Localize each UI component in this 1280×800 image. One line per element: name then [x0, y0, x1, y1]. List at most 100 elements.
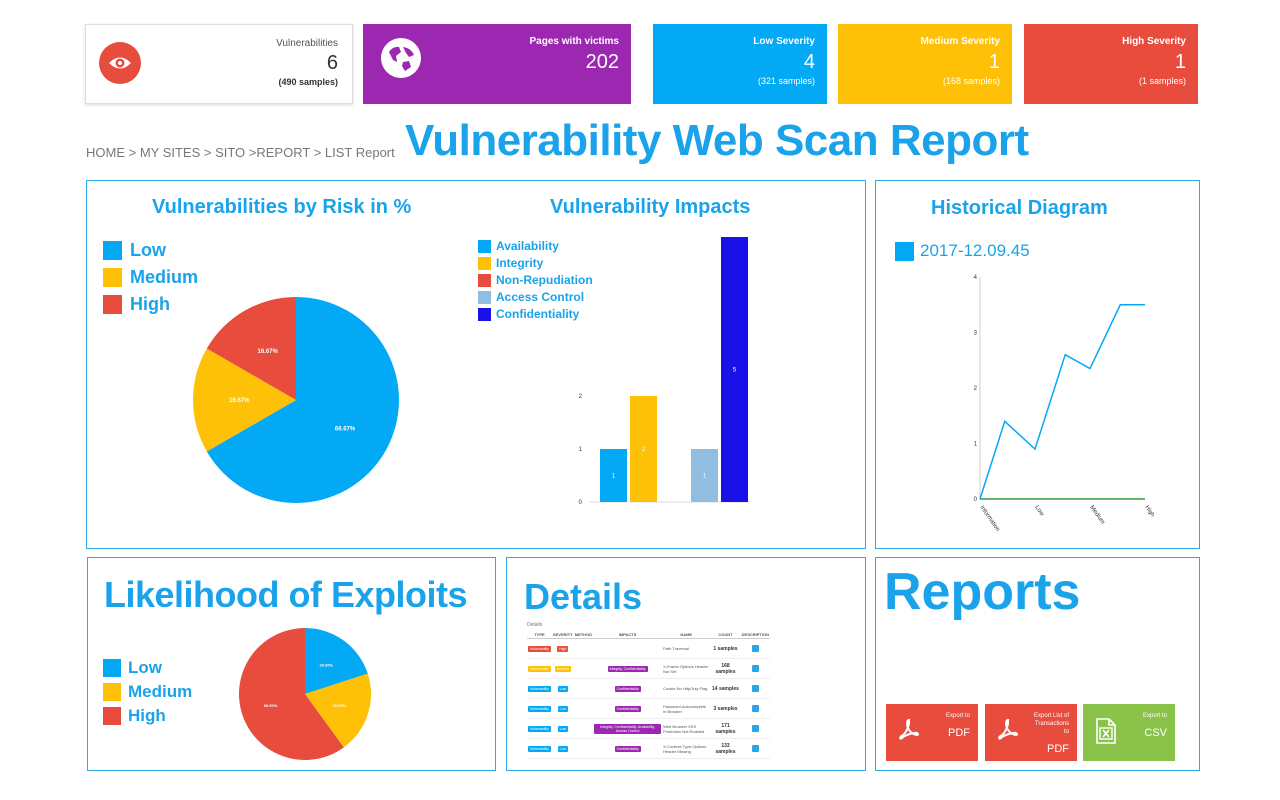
type-badge: Vulnerability	[528, 725, 551, 732]
type-badge: Vulnerability	[528, 645, 551, 652]
table-row: Vulnerability Low Confidentiality X-Content…	[527, 738, 770, 759]
method-cell	[573, 658, 594, 679]
details-table-body: Vulnerability High Path Traversal 1 samples…	[527, 638, 770, 759]
method-cell	[573, 738, 594, 759]
impacts-cell: Confidentiality	[593, 738, 663, 759]
export-transactions-small-label: Export List of Transactions to	[1033, 713, 1069, 735]
legend-swatch	[103, 241, 122, 260]
name-cell: Password Autocomplete in Browser	[662, 698, 711, 719]
stat-vulnerabilities-label: Vulnerabilities	[276, 38, 338, 49]
legend-item-medium: Medium	[103, 680, 192, 704]
bar-integrity	[630, 396, 657, 502]
eye-icon	[99, 42, 141, 84]
severity-badge: Low	[557, 745, 569, 752]
x-tick-label: Medium	[1088, 505, 1105, 526]
legend-label: Non-Repudiation	[496, 273, 593, 287]
view-details-button[interactable]	[751, 724, 759, 732]
export-transactions-pdf-button[interactable]: Export List of Transactions to PDF	[985, 704, 1077, 761]
y-tick-label: 0	[579, 500, 583, 506]
count-cell: 168 samples	[710, 658, 741, 679]
panel-historical	[875, 180, 1200, 549]
legend-item-non-repudiation: Non-Repudiation	[478, 272, 593, 289]
description-cell	[740, 698, 770, 719]
legend-swatch	[478, 257, 491, 270]
table-row: Vulnerability Low Integrity, Confidentiali…	[527, 718, 770, 739]
count-cell: 133 samples	[710, 738, 741, 759]
pie-slice-low	[206, 297, 399, 503]
y-tick-label: 3	[974, 331, 978, 337]
export-csv-button[interactable]: Export to CSV	[1083, 704, 1175, 761]
stat-low-samples: (321 samples)	[757, 76, 815, 86]
legend-label: Low	[128, 658, 162, 677]
table-row: Vulnerability Low Confidentiality Password …	[527, 698, 770, 719]
export-transactions-big-label: PDF	[1047, 743, 1069, 755]
y-tick-label: 4	[974, 275, 978, 281]
legend-label: Confidentiality	[496, 307, 580, 321]
legend-swatch	[478, 240, 491, 253]
type-cell: Vulnerability	[527, 658, 552, 679]
legend-swatch	[895, 241, 914, 261]
type-cell: Vulnerability	[527, 738, 552, 759]
stat-low-value: 4	[803, 51, 815, 73]
table-row: Vulnerability Medium Integrity, Confidenti…	[527, 658, 770, 679]
legend-item-availability: Availability	[478, 238, 593, 255]
reports-title: Reports	[884, 563, 1081, 621]
severity-badge: High	[557, 645, 569, 652]
stat-medium-samples: (168 samples)	[942, 76, 1000, 86]
column-header: COUNT	[710, 631, 741, 639]
pie-slice-high	[206, 297, 296, 400]
view-details-button[interactable]	[751, 664, 759, 672]
bar-confidentiality	[721, 237, 748, 502]
pie-slice-high	[238, 628, 344, 760]
pie-data-label: 16.67%	[229, 398, 250, 404]
severity-badge: Low	[557, 705, 569, 712]
severity-cell: Low	[551, 698, 574, 719]
stat-medium-label: Medium Severity	[920, 36, 1000, 47]
impacts-bar-chart: 0 1 2 1 2 1 5	[579, 237, 750, 506]
exploits-legend: Low Medium High	[103, 656, 192, 728]
method-cell	[573, 678, 594, 699]
type-cell: Vulnerability	[527, 698, 552, 719]
legend-swatch	[103, 268, 122, 287]
description-cell	[740, 738, 770, 759]
stat-pages-value: 202	[585, 51, 619, 73]
impacts-badge: Confidentiality	[614, 705, 641, 712]
severity-cell: Low	[551, 738, 574, 759]
details-table-wrapper: Details TYPE SEVERITY METHOD IMPACTS NAME COU…	[527, 622, 777, 759]
impacts-badge: Integrity, Confidentiality, Availability…	[594, 723, 662, 734]
view-details-button[interactable]	[751, 704, 759, 712]
pie-slice-medium	[305, 673, 371, 748]
stat-card-medium: Medium Severity 1 (168 samples)	[838, 24, 1012, 104]
view-details-button[interactable]	[751, 744, 759, 752]
y-tick-label: 1	[579, 447, 583, 453]
impacts-chart-title: Vulnerability Impacts	[550, 196, 751, 218]
export-pdf-button[interactable]: Export to PDF	[886, 704, 978, 761]
x-tick-label: Low	[1033, 505, 1045, 518]
legend-swatch	[103, 659, 121, 677]
export-csv-big-label: CSV	[1144, 727, 1167, 739]
impacts-cell: Integrity, Confidentiality, Availability…	[593, 718, 663, 739]
pie-slice-low	[305, 628, 368, 694]
name-cell: X-Content-Type-Options Header Missing	[662, 738, 711, 759]
pdf-icon	[997, 718, 1019, 745]
risk-chart-title: Vulnerabilities by Risk in %	[152, 196, 412, 218]
details-subtitle: Details	[527, 622, 543, 628]
stat-low-label: Low Severity	[753, 36, 815, 47]
view-details-button[interactable]	[751, 684, 759, 692]
method-cell	[573, 698, 594, 719]
stat-vulnerabilities-samples: (490 samples)	[278, 77, 338, 87]
details-title: Details	[524, 576, 643, 617]
page-title: Vulnerability Web Scan Report	[405, 116, 1029, 165]
type-badge: Vulnerability	[528, 745, 551, 752]
legend-label: High	[130, 294, 170, 314]
export-pdf-small-label: Export to	[945, 713, 970, 719]
stat-high-samples: (1 samples)	[1138, 76, 1186, 86]
view-details-button[interactable]	[751, 644, 759, 652]
breadcrumb[interactable]: HOME > MY SITES > SITO >REPORT > LIST Re…	[86, 145, 395, 160]
severity-cell: High	[551, 638, 574, 659]
bar-data-label: 1	[612, 474, 616, 480]
export-csv-small-label: Export to	[1142, 713, 1167, 719]
severity-badge: Low	[557, 725, 569, 732]
export-pdf-big-label: PDF	[948, 727, 970, 739]
history-legend: 2017-12.09.45	[895, 241, 1030, 261]
